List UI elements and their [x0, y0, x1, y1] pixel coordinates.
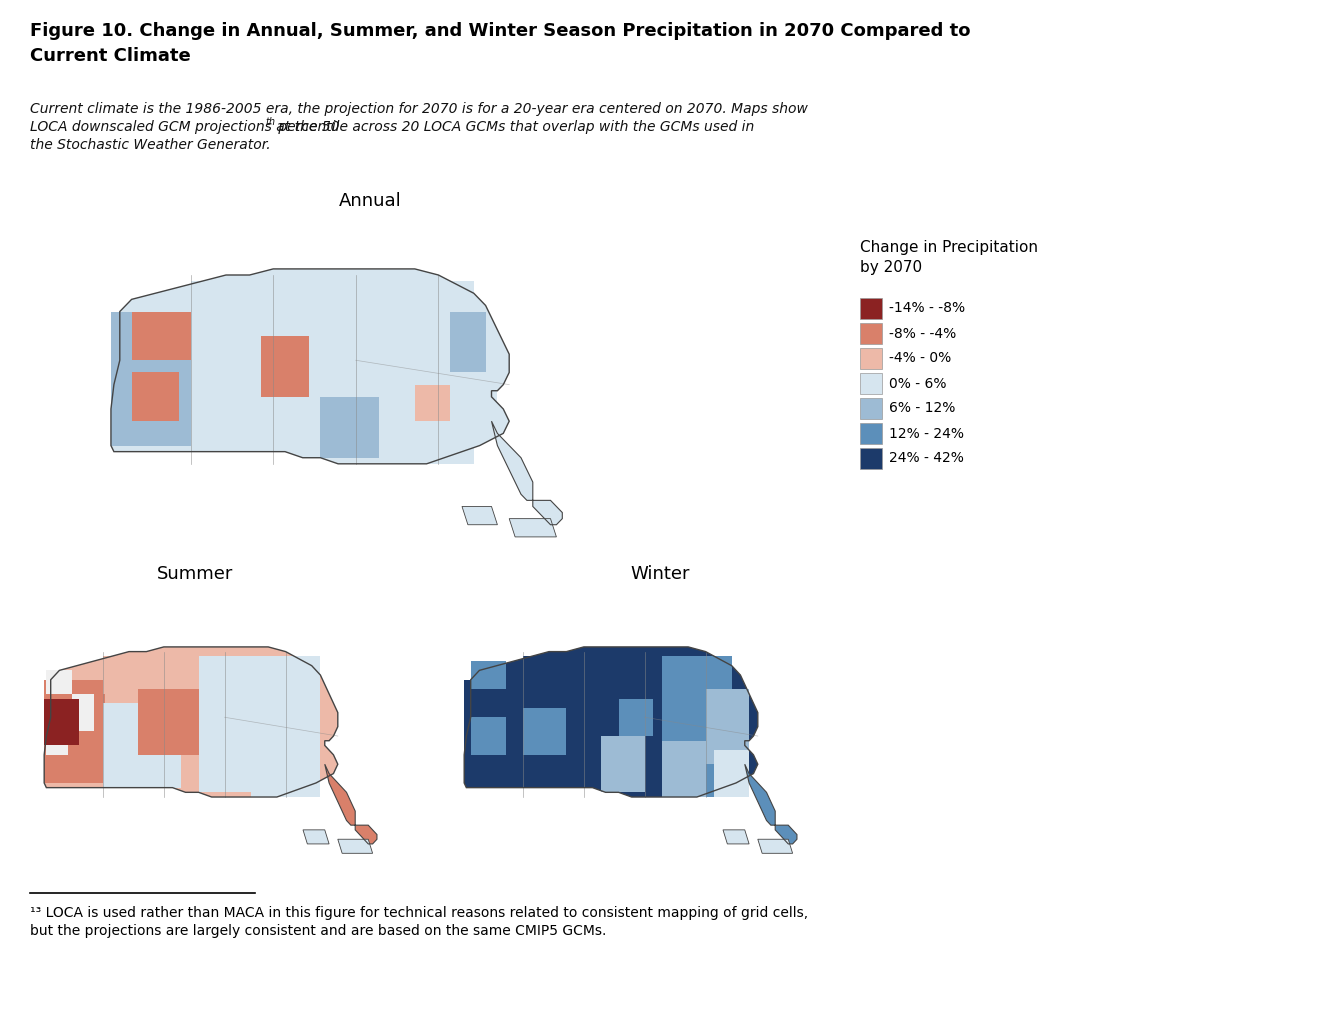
Polygon shape	[44, 647, 338, 797]
Bar	[860, 323, 882, 344]
Bar	[44, 680, 105, 783]
Polygon shape	[491, 421, 563, 524]
Bar	[471, 717, 506, 755]
Polygon shape	[111, 269, 510, 464]
Bar	[450, 312, 486, 372]
Bar	[860, 423, 882, 444]
Bar	[415, 384, 450, 421]
Bar	[523, 656, 602, 788]
Bar	[103, 656, 181, 694]
Text: 6% - 12%: 6% - 12%	[888, 402, 955, 416]
Polygon shape	[744, 764, 796, 844]
Bar	[714, 750, 750, 797]
Bar	[237, 281, 320, 452]
Bar	[320, 281, 391, 458]
Bar	[464, 680, 526, 783]
Bar	[47, 670, 72, 694]
Polygon shape	[723, 830, 750, 844]
Bar	[471, 661, 506, 689]
Bar	[251, 656, 320, 797]
Text: Figure 10. Change in Annual, Summer, and Winter Season Precipitation in 2070 Com: Figure 10. Change in Annual, Summer, and…	[29, 22, 971, 65]
Bar	[860, 373, 882, 394]
Bar	[132, 312, 191, 361]
Bar	[860, 398, 882, 419]
Text: but the projections are largely consistent and are based on the same CMIP5 GCMs.: but the projections are largely consiste…	[29, 924, 607, 938]
Bar	[706, 689, 750, 764]
Bar	[860, 298, 882, 319]
Text: Change in Precipitation
by 2070: Change in Precipitation by 2070	[860, 240, 1038, 275]
Text: 0% - 6%: 0% - 6%	[888, 376, 947, 390]
Bar	[72, 694, 95, 732]
Text: Winter: Winter	[630, 565, 690, 583]
Text: -8% - -4%: -8% - -4%	[888, 326, 956, 340]
Polygon shape	[758, 839, 792, 853]
Polygon shape	[303, 830, 329, 844]
Bar	[662, 656, 732, 797]
Bar	[191, 281, 296, 452]
Bar	[450, 372, 498, 421]
Bar	[391, 281, 474, 464]
Bar	[199, 656, 260, 792]
Polygon shape	[462, 507, 498, 524]
Bar	[860, 349, 882, 369]
Bar	[261, 336, 308, 397]
Bar	[44, 698, 79, 745]
Text: the Stochastic Weather Generator.: the Stochastic Weather Generator.	[29, 138, 271, 152]
Bar	[137, 689, 199, 755]
Bar	[860, 448, 882, 469]
Bar	[47, 722, 68, 755]
Polygon shape	[464, 647, 758, 797]
Polygon shape	[510, 518, 556, 537]
Bar	[111, 312, 193, 446]
Bar	[619, 698, 654, 736]
Bar	[295, 680, 320, 736]
Text: 12% - 24%: 12% - 24%	[888, 426, 964, 440]
Bar	[320, 397, 379, 458]
Text: th: th	[265, 117, 275, 127]
Bar	[602, 656, 662, 792]
Text: Summer: Summer	[157, 565, 233, 583]
Text: Current climate is the 1986-2005 era, the projection for 2070 is for a 20-year e: Current climate is the 1986-2005 era, th…	[29, 102, 808, 117]
Polygon shape	[338, 839, 372, 853]
Text: -4% - 0%: -4% - 0%	[888, 352, 951, 366]
Bar	[132, 372, 179, 421]
Text: percentile across 20 LOCA GCMs that overlap with the GCMs used in: percentile across 20 LOCA GCMs that over…	[273, 120, 754, 134]
Bar	[662, 741, 706, 797]
Text: ¹³ LOCA is used rather than MACA in this figure for technical reasons related to: ¹³ LOCA is used rather than MACA in this…	[29, 905, 808, 920]
Bar	[523, 708, 567, 755]
Bar	[602, 736, 644, 792]
Polygon shape	[324, 764, 378, 844]
Bar	[103, 703, 181, 788]
Text: 24% - 42%: 24% - 42%	[888, 452, 964, 465]
Text: Annual: Annual	[339, 192, 402, 210]
Text: LOCA downscaled GCM projections at the 50: LOCA downscaled GCM projections at the 5…	[29, 120, 339, 134]
Text: -14% - -8%: -14% - -8%	[888, 301, 964, 316]
